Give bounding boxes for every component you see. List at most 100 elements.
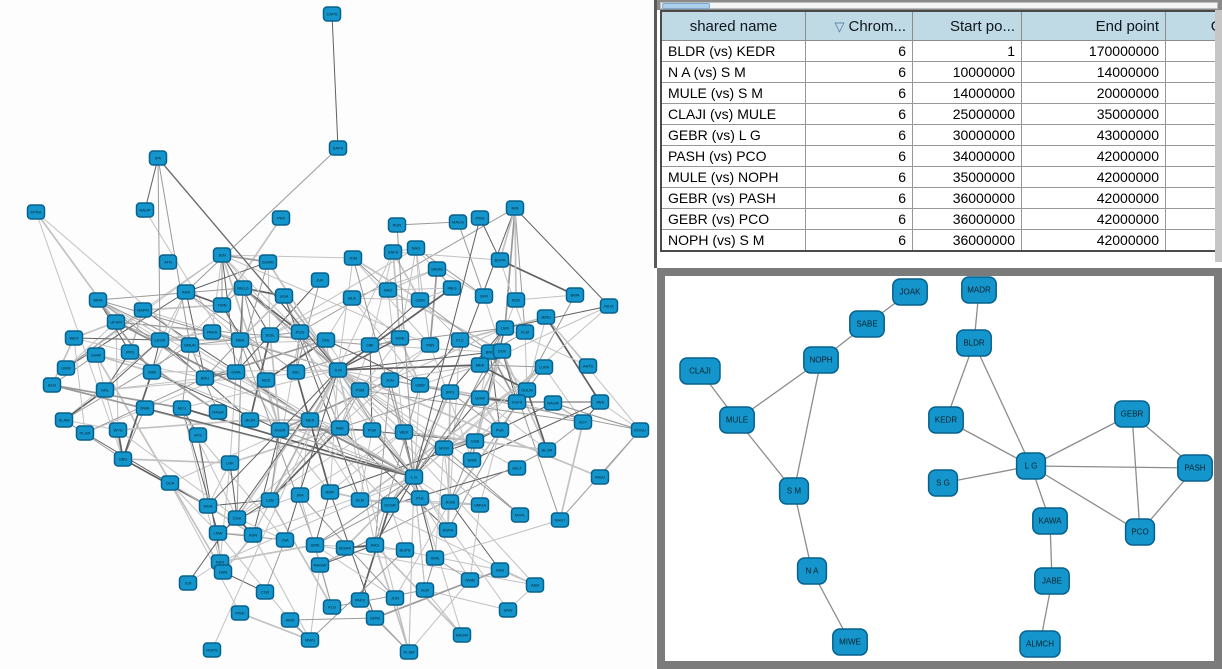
network-node[interactable] bbox=[536, 309, 556, 325]
network-node[interactable] bbox=[415, 582, 435, 598]
network-node[interactable] bbox=[226, 364, 246, 380]
network-edge[interactable] bbox=[387, 289, 503, 352]
edge-attribute-table[interactable]: shared name ▽ Chrom... Start po... End point… bbox=[660, 10, 1222, 252]
network-node[interactable] bbox=[410, 490, 430, 506]
network-node[interactable] bbox=[108, 422, 128, 438]
network-edge[interactable] bbox=[221, 254, 415, 478]
table-cell[interactable]: 6 bbox=[805, 103, 913, 125]
network-edge[interactable] bbox=[369, 299, 421, 346]
network-edge[interactable] bbox=[229, 462, 238, 519]
network-edge[interactable] bbox=[35, 211, 191, 346]
table-cell[interactable]: 6 bbox=[805, 40, 913, 62]
network-edge[interactable] bbox=[351, 297, 421, 386]
network-edge[interactable] bbox=[104, 339, 161, 391]
network-node[interactable] bbox=[106, 314, 126, 330]
network-edge[interactable] bbox=[157, 157, 161, 341]
network-edge[interactable] bbox=[469, 504, 481, 581]
table-row[interactable]: GEBR (vs) L G6300000004300000016.9 bbox=[660, 124, 1222, 146]
table-cell[interactable]: 8.4 bbox=[1165, 208, 1222, 230]
table-cell[interactable]: N A (vs) S M bbox=[660, 61, 806, 83]
network-node[interactable] bbox=[506, 292, 526, 308]
network-node[interactable] bbox=[442, 280, 462, 296]
network-node[interactable] bbox=[450, 332, 470, 348]
network-edge[interactable] bbox=[252, 429, 281, 536]
network-node[interactable] bbox=[448, 214, 468, 230]
network-node[interactable] bbox=[380, 372, 400, 388]
network-node[interactable] bbox=[425, 550, 445, 566]
network-node[interactable] bbox=[679, 357, 721, 385]
network-edge[interactable] bbox=[97, 299, 161, 341]
table-cell[interactable]: MULE (vs) NOPH bbox=[660, 166, 806, 188]
network-edge[interactable] bbox=[104, 377, 206, 391]
network-node[interactable] bbox=[1015, 452, 1047, 480]
table-cell[interactable]: 6 bbox=[805, 166, 913, 188]
network-edge[interactable] bbox=[352, 257, 421, 301]
network-node[interactable] bbox=[142, 364, 162, 380]
network-edge[interactable] bbox=[314, 476, 415, 546]
network-edge[interactable] bbox=[187, 369, 339, 584]
network-edge[interactable] bbox=[269, 279, 321, 336]
network-node[interactable] bbox=[328, 362, 348, 378]
network-edge[interactable] bbox=[337, 350, 503, 371]
network-node[interactable] bbox=[275, 532, 295, 548]
network-node[interactable] bbox=[320, 484, 340, 500]
network-node[interactable] bbox=[208, 525, 228, 541]
network-edge[interactable] bbox=[449, 440, 476, 503]
network-edge[interactable] bbox=[501, 350, 561, 521]
network-node[interactable] bbox=[1124, 518, 1156, 546]
network-node[interactable] bbox=[383, 244, 403, 260]
table-cell[interactable]: 43000000 bbox=[1021, 124, 1166, 146]
network-node[interactable] bbox=[202, 324, 222, 340]
network-node[interactable] bbox=[280, 612, 300, 628]
network-edge[interactable] bbox=[1131, 413, 1141, 533]
table-row[interactable]: GEBR (vs) PCO636000000420000008.4 bbox=[660, 208, 1222, 230]
table-cell[interactable]: 6 bbox=[805, 145, 913, 167]
network-edge[interactable] bbox=[221, 254, 431, 346]
network-edge[interactable] bbox=[252, 534, 311, 641]
network-edge[interactable] bbox=[236, 287, 244, 519]
network-edge[interactable] bbox=[419, 299, 491, 353]
network-edge[interactable] bbox=[144, 407, 415, 478]
column-header-1[interactable]: ▽ Chrom... bbox=[805, 10, 913, 41]
network-node[interactable] bbox=[573, 414, 593, 430]
network-edge[interactable] bbox=[219, 476, 415, 563]
network-edge[interactable] bbox=[252, 476, 415, 536]
network-edge[interactable] bbox=[479, 429, 501, 506]
network-node[interactable] bbox=[335, 540, 355, 556]
network-edge[interactable] bbox=[504, 207, 516, 329]
network-edge[interactable] bbox=[443, 447, 521, 516]
network-edge[interactable] bbox=[449, 501, 501, 571]
network-edge[interactable] bbox=[314, 491, 331, 546]
network-edge[interactable] bbox=[63, 339, 161, 421]
network-node[interactable] bbox=[227, 510, 247, 526]
network-edge[interactable] bbox=[122, 458, 231, 464]
network-node[interactable] bbox=[160, 475, 180, 491]
network-node[interactable] bbox=[212, 247, 232, 263]
network-node[interactable] bbox=[378, 282, 398, 298]
network-node[interactable] bbox=[300, 632, 320, 648]
table-cell[interactable]: 36000000 bbox=[912, 229, 1022, 252]
network-edge[interactable] bbox=[197, 434, 286, 541]
network-node[interactable] bbox=[599, 298, 619, 314]
network-edge[interactable] bbox=[359, 366, 545, 501]
network-edge[interactable] bbox=[413, 476, 509, 611]
network-node[interactable] bbox=[434, 440, 454, 456]
table-row[interactable]: PASH (vs) PCO6340000004200000011.4 bbox=[660, 145, 1222, 167]
network-edge[interactable] bbox=[392, 251, 421, 301]
network-node[interactable] bbox=[590, 394, 610, 410]
network-node[interactable] bbox=[322, 599, 342, 615]
table-cell[interactable]: 6 bbox=[805, 229, 913, 252]
network-node[interactable] bbox=[86, 347, 106, 363]
network-node[interactable] bbox=[343, 250, 363, 266]
table-cell[interactable]: 25000000 bbox=[912, 103, 1022, 125]
network-node[interactable] bbox=[490, 562, 510, 578]
network-node[interactable] bbox=[928, 406, 964, 434]
network-edge[interactable] bbox=[299, 331, 341, 429]
network-edge[interactable] bbox=[217, 532, 291, 621]
network-node[interactable] bbox=[270, 422, 290, 438]
network-node[interactable] bbox=[590, 469, 610, 485]
table-cell[interactable]: 35000000 bbox=[912, 166, 1022, 188]
network-edge[interactable] bbox=[559, 421, 584, 521]
network-edge[interactable] bbox=[221, 254, 237, 373]
network-edge[interactable] bbox=[434, 519, 561, 559]
